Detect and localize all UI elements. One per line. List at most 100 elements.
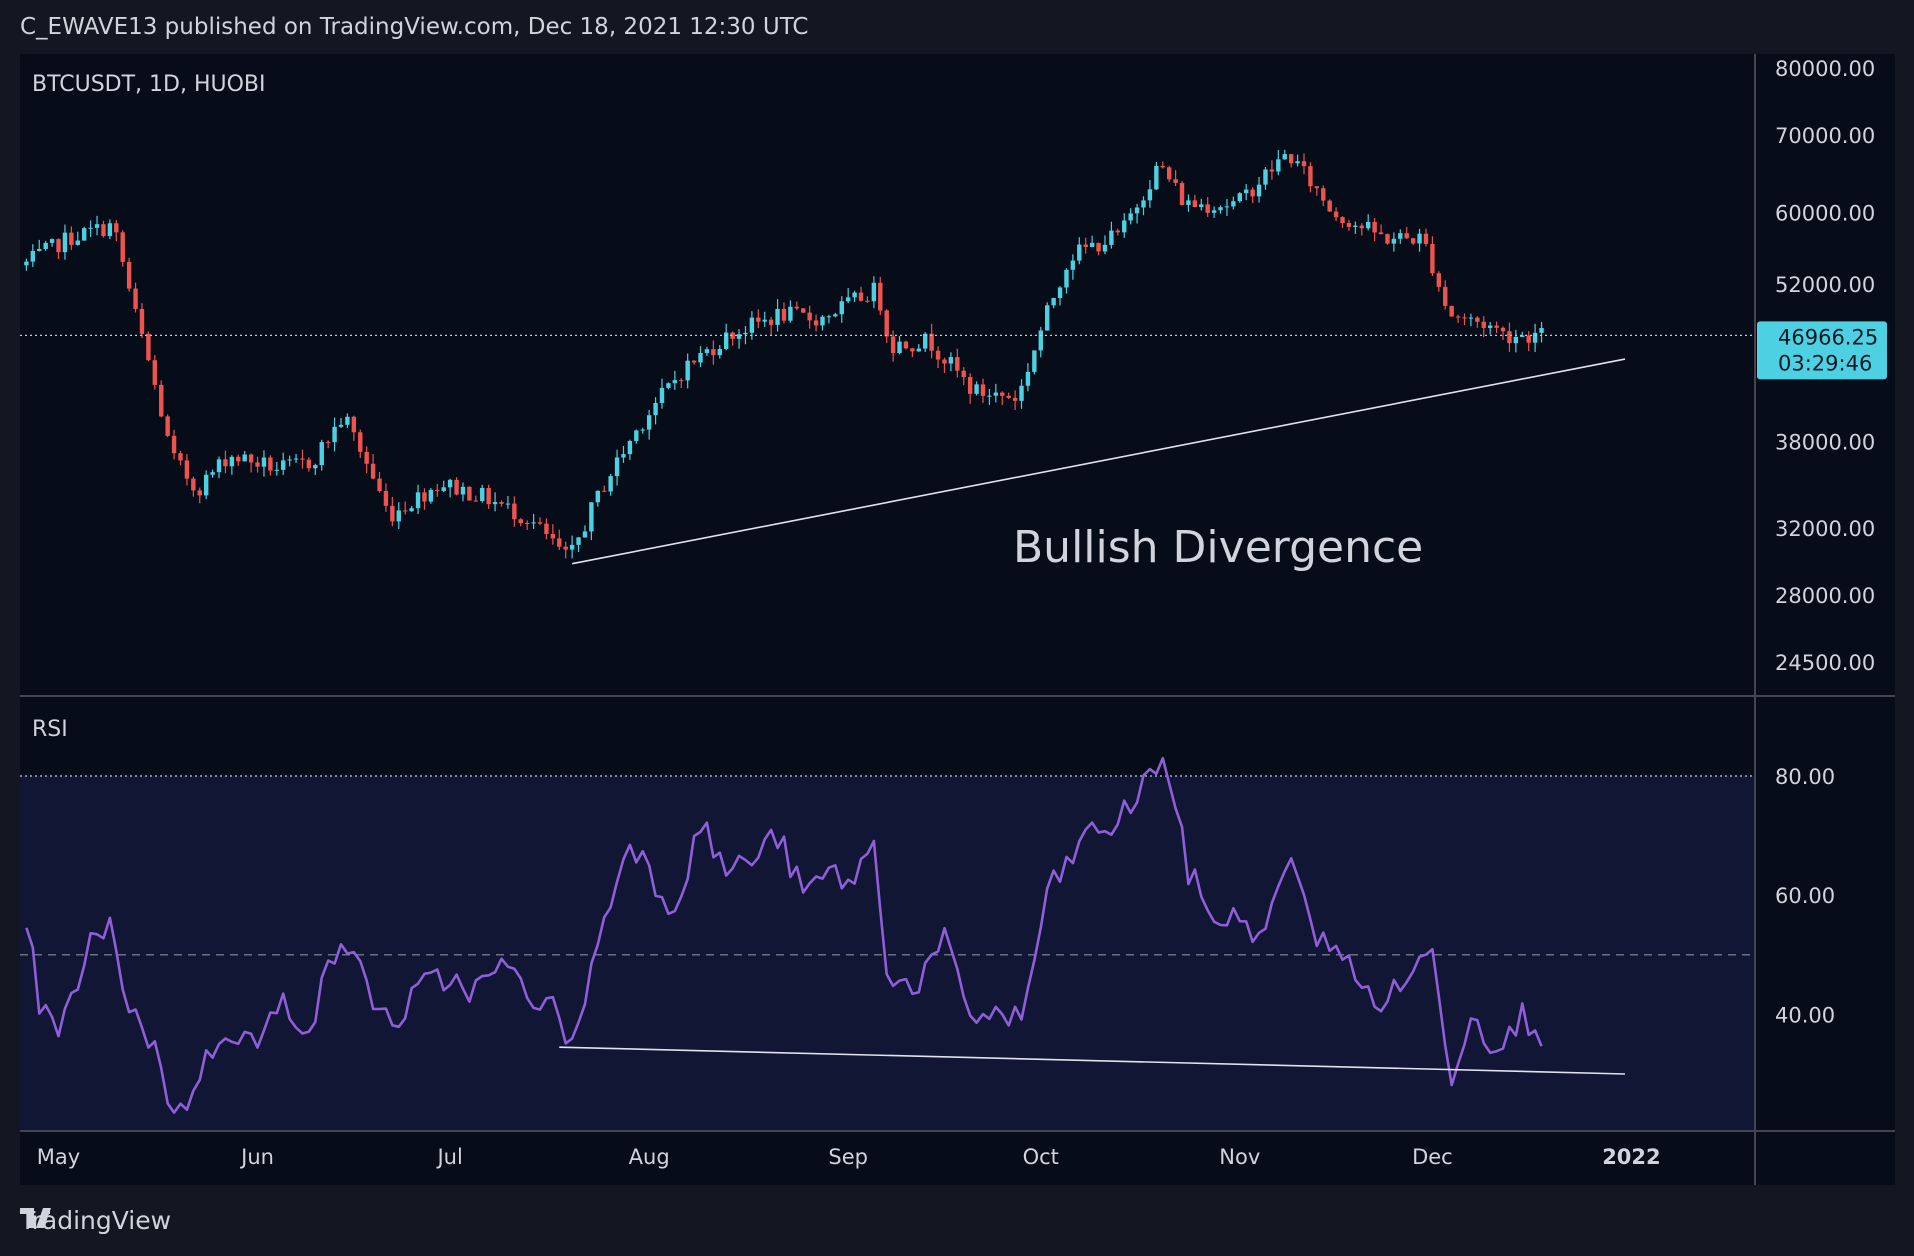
candle-body <box>390 505 395 522</box>
candle-body <box>133 288 138 309</box>
price-pane-title: BTCUSDT, 1D, HUOBI <box>32 72 266 97</box>
candle-body <box>646 415 652 430</box>
candle-body <box>1532 332 1538 343</box>
candle-body <box>582 531 588 538</box>
candle-body <box>1115 230 1121 233</box>
candle-body <box>1430 243 1435 274</box>
candle-body <box>1494 325 1499 328</box>
candle-body <box>1224 206 1230 208</box>
candle-body <box>1443 286 1448 306</box>
candle-body <box>1436 273 1442 287</box>
price-tick-label: 38000.00 <box>1775 431 1875 455</box>
candle-body <box>1102 244 1108 252</box>
candle-body <box>460 486 466 495</box>
candle-body <box>1070 260 1076 270</box>
rsi-band <box>20 776 1755 1131</box>
candle-body <box>1237 193 1242 202</box>
candle-body <box>1520 335 1525 337</box>
candle-body <box>480 487 485 502</box>
candle-body <box>146 333 151 361</box>
month-tick-label: Nov <box>1219 1145 1260 1169</box>
price-trendline <box>571 358 1626 565</box>
candle-body <box>563 546 568 550</box>
candle-body <box>242 454 247 462</box>
candle-body <box>724 332 729 350</box>
candle-body <box>634 430 639 442</box>
candle-body <box>788 306 793 321</box>
candle-body <box>524 523 530 525</box>
chart-area[interactable]: BTCUSDT, 1D, HUOBI RSI 80000.00 70000.00 600… <box>20 54 1895 1185</box>
candle-body <box>1333 211 1339 218</box>
candle-body <box>1186 200 1191 205</box>
candle-body <box>1314 186 1320 189</box>
candle-body <box>1019 385 1024 401</box>
candle-body <box>916 348 921 352</box>
candle-body <box>1122 220 1127 233</box>
candle-body <box>184 460 190 479</box>
candle-body <box>813 320 819 326</box>
candle-body <box>1154 165 1159 190</box>
candle-body <box>1134 207 1140 214</box>
candle-body <box>640 429 645 431</box>
candle-body <box>736 334 742 339</box>
candle-body <box>704 349 710 354</box>
candle-body <box>955 357 960 371</box>
candle-body <box>1192 200 1198 208</box>
month-tick-label: Oct <box>1023 1145 1059 1169</box>
candle-body <box>1109 230 1114 245</box>
candle-body <box>1025 371 1031 386</box>
candle-body <box>30 250 36 262</box>
candle-body <box>1083 244 1088 247</box>
candle-body <box>364 451 369 464</box>
candle-body <box>1481 321 1486 328</box>
candle-body <box>865 300 870 302</box>
candle-body <box>1064 269 1069 288</box>
candle-body <box>139 308 145 334</box>
candle-body <box>1507 331 1512 344</box>
month-tick-label: Sep <box>828 1145 868 1169</box>
chart-canvas[interactable]: BTCUSDT, 1D, HUOBI RSI 80000.00 70000.00 600… <box>20 54 1895 1185</box>
candle-body <box>94 224 100 228</box>
candle-body <box>852 292 857 298</box>
candle-body <box>75 240 80 245</box>
candle-body <box>544 523 549 534</box>
candle-body <box>229 456 235 467</box>
candle-body <box>1166 167 1172 180</box>
price-tick-label: 24500.00 <box>1775 651 1875 675</box>
candle-body <box>1468 317 1474 319</box>
candle-body <box>1276 159 1281 172</box>
candle-body <box>1288 154 1294 164</box>
candle-countdown: 03:29:46 <box>1778 351 1872 375</box>
candle-body <box>961 370 966 378</box>
month-tick-label: Jun <box>239 1145 274 1169</box>
candle-body <box>512 503 517 520</box>
candle-body <box>1269 169 1275 172</box>
candle-body <box>1385 234 1390 244</box>
candle-body <box>1423 233 1429 244</box>
candle-body <box>679 380 684 382</box>
candle-body <box>948 357 954 364</box>
candle-body <box>569 544 575 550</box>
candle-body <box>807 312 812 321</box>
candle-body <box>88 227 93 229</box>
price-tick-label: 32000.00 <box>1775 517 1875 541</box>
candle-body <box>191 478 196 491</box>
candle-body <box>890 336 896 354</box>
candle-body <box>730 332 735 339</box>
candle-body <box>1295 161 1300 164</box>
candle-body <box>467 486 472 501</box>
tradingview-logo-icon[interactable] <box>20 1206 66 1230</box>
price-tick-label: 80000.00 <box>1775 57 1875 81</box>
candle-body <box>287 459 292 461</box>
candle-body <box>1006 395 1011 398</box>
candle-body <box>396 510 401 522</box>
month-tick-label: May <box>37 1145 80 1169</box>
candle-body <box>1057 287 1063 298</box>
candle-body <box>300 458 305 460</box>
candle-body <box>1404 233 1409 239</box>
candle-body <box>820 316 825 326</box>
candle-body <box>1301 161 1307 167</box>
price-tick-label: 70000.00 <box>1775 124 1875 148</box>
month-tick-label: Dec <box>1412 1145 1453 1169</box>
candle-body <box>415 492 421 509</box>
